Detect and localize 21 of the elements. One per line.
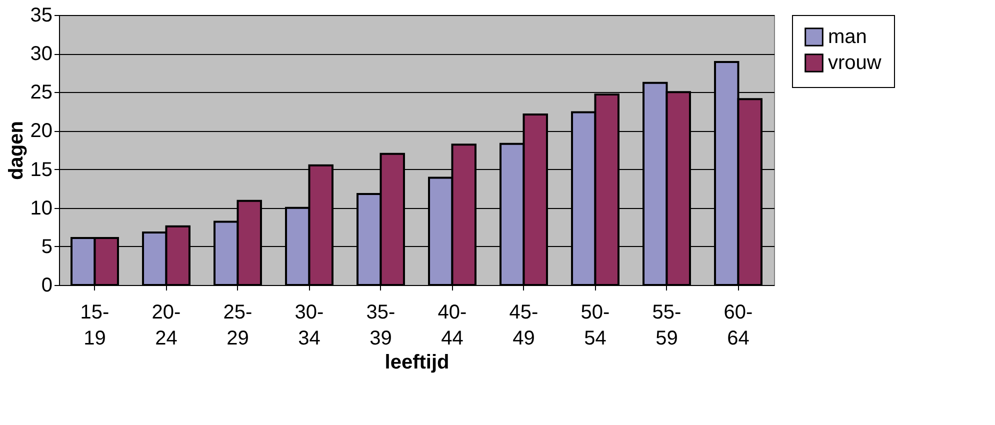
y-tick-label: 35: [30, 4, 52, 26]
y-tick-label: 0: [41, 274, 52, 296]
x-tick-label: 55-59: [652, 302, 682, 350]
y-tick-label: 15: [30, 158, 52, 181]
y-tick-label: 5: [41, 236, 52, 258]
x-tick-label: 25-29: [223, 302, 252, 350]
x-tick-label: 15-19: [80, 302, 110, 350]
legend-label: vrouw: [828, 52, 882, 74]
x-axis-title: leeftijd: [384, 352, 450, 374]
x-tick-label: 45-49: [509, 302, 538, 350]
x-tick-label: 40-44: [438, 302, 467, 350]
x-tick-label: 20-24: [152, 302, 181, 350]
y-axis-title: dagen: [5, 121, 28, 180]
x-tick-label: 60-64: [724, 302, 753, 350]
y-tick-label: 10: [30, 197, 52, 220]
y-tick-label: 20: [30, 120, 52, 142]
x-tick-label: 30-34: [294, 302, 324, 350]
x-tick-label: 50-54: [580, 302, 610, 350]
y-tick-label: 30: [30, 43, 52, 66]
legend-label: man: [828, 26, 867, 48]
y-tick-label: 25: [30, 82, 52, 104]
